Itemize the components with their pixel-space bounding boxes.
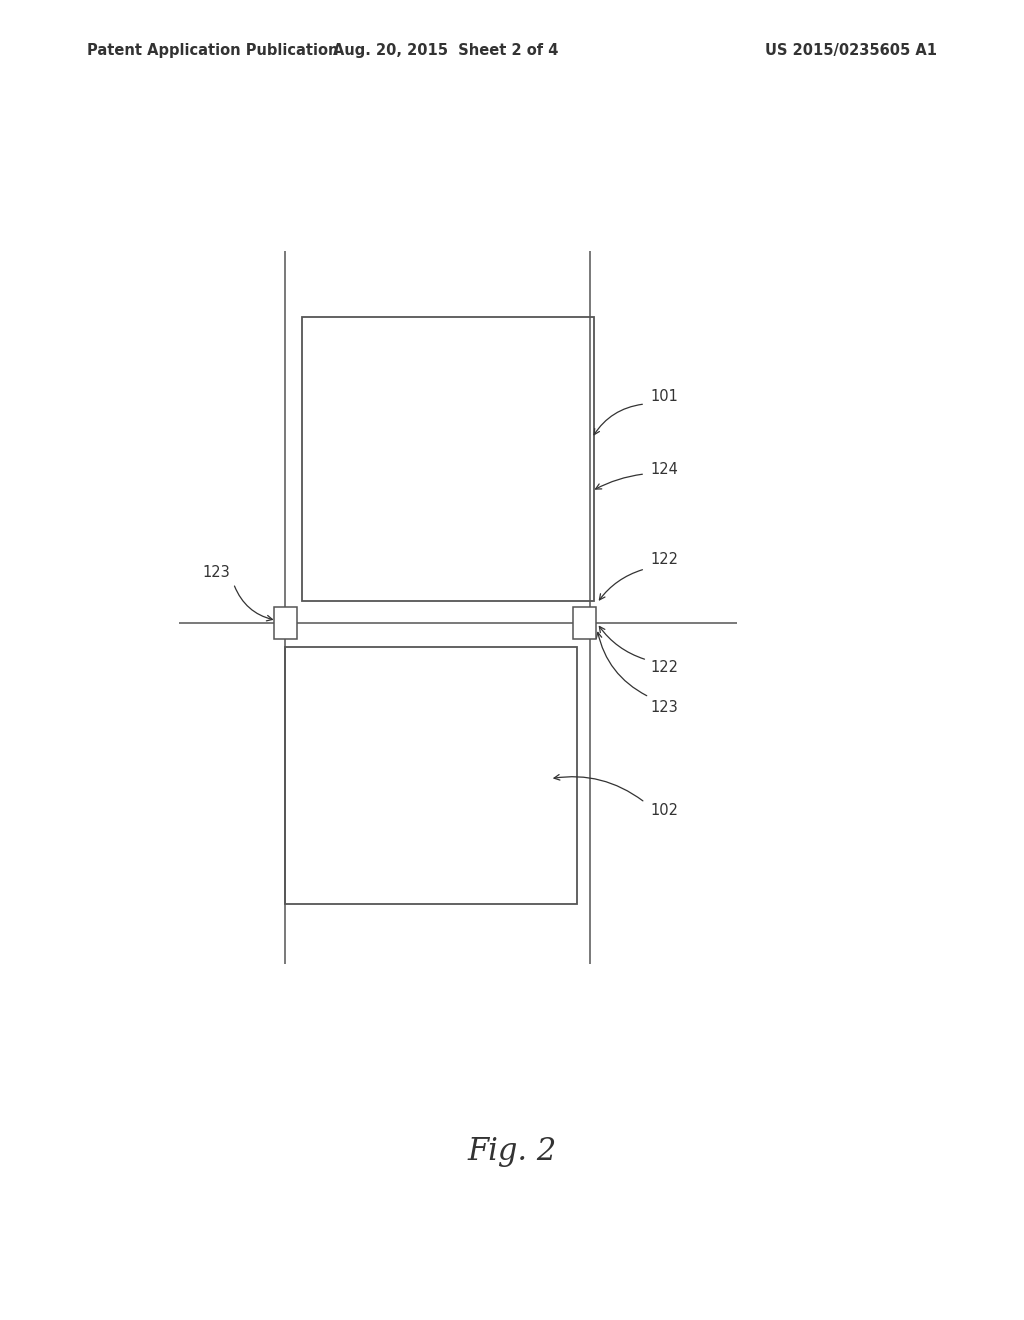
Text: 101: 101: [650, 388, 678, 404]
Text: Patent Application Publication: Patent Application Publication: [87, 42, 339, 58]
Text: Fig. 2: Fig. 2: [467, 1135, 557, 1167]
Text: 124: 124: [650, 462, 678, 478]
Text: 122: 122: [650, 660, 678, 676]
Text: 123: 123: [203, 565, 230, 581]
Text: 123: 123: [650, 700, 678, 715]
Text: 102: 102: [650, 803, 678, 818]
Bar: [573, 607, 596, 639]
Bar: [274, 607, 297, 639]
Bar: [285, 647, 577, 904]
Text: Aug. 20, 2015  Sheet 2 of 4: Aug. 20, 2015 Sheet 2 of 4: [333, 42, 558, 58]
Text: 122: 122: [650, 552, 678, 568]
Bar: [302, 317, 594, 601]
Text: US 2015/0235605 A1: US 2015/0235605 A1: [765, 42, 937, 58]
